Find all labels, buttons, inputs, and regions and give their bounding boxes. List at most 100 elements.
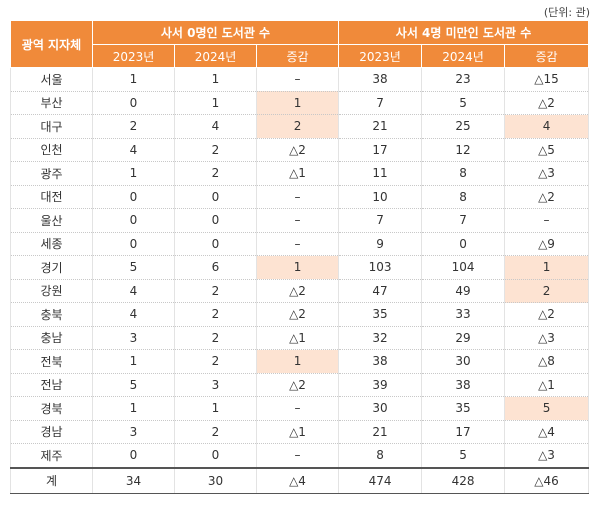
under4-change-cell: △2 — [504, 185, 590, 209]
under4-2023-cell: 38 — [338, 349, 423, 374]
table-row: 경북 1 1–30 35 5 — [10, 396, 590, 421]
zero-2024-cell: 0 — [174, 232, 257, 256]
zero-2024-cell: 6 — [174, 255, 257, 280]
zero-change-cell: 2 — [255, 114, 340, 139]
table-row: 인천 4 2 △2 17 12 △5 — [10, 138, 590, 162]
zero-change-cell: △2 — [255, 279, 340, 303]
zero-2023-cell: 0 — [92, 185, 175, 209]
zero-2023-cell: 0 — [92, 208, 175, 233]
zero-change-cell: △2 — [255, 373, 340, 397]
under4-2023-cell: 103 — [338, 255, 423, 280]
under4-change-cell: 1 — [504, 255, 590, 280]
zero-change-cell: 1 — [255, 91, 340, 115]
zero-change-cell: – — [255, 67, 340, 92]
under4-change-cell: △2 — [504, 302, 590, 327]
table-row: 대전 0 0–10 8 △2 — [10, 185, 590, 209]
under4-change-cell: △3 — [504, 443, 590, 468]
zero-change-cell: △2 — [255, 302, 340, 327]
region-cell: 서울 — [10, 67, 93, 92]
under4-2024-cell: 5 — [421, 443, 506, 468]
region-cell: 인천 — [10, 138, 93, 162]
region-cell: 전남 — [10, 373, 93, 397]
total-a-change: △4 — [255, 466, 340, 494]
zero-change-cell: 1 — [255, 255, 340, 280]
region-cell: 광주 — [10, 161, 93, 186]
zero-2024-cell: 2 — [174, 349, 257, 374]
zero-2023-cell: 1 — [92, 349, 175, 374]
under4-2023-cell: 9 — [338, 232, 423, 256]
table-row: 전북 1 2 1 38 30 △8 — [10, 349, 590, 374]
under4-2024-cell: 49 — [421, 279, 506, 303]
zero-2024-cell: 2 — [174, 302, 257, 327]
under4-2023-cell: 30 — [338, 396, 423, 421]
region-cell: 세종 — [10, 232, 93, 256]
zero-2024-cell: 0 — [174, 185, 257, 209]
header-a-2024: 2024년 — [174, 44, 257, 68]
under4-2024-cell: 29 — [421, 326, 506, 350]
zero-2024-cell: 2 — [174, 279, 257, 303]
under4-2024-cell: 8 — [421, 185, 506, 209]
under4-2024-cell: 8 — [421, 161, 506, 186]
region-cell: 충북 — [10, 302, 93, 327]
region-cell: 울산 — [10, 208, 93, 233]
table-row: 세종 0 0–9 0 △9 — [10, 232, 590, 256]
table-body: 서울 1 1–38 23 △15 부산 0 1 1 7 5 △2 대구 2 4 2 21 25 4 인천 4 2 △2 17 1… — [10, 67, 590, 468]
zero-change-cell: – — [255, 185, 340, 209]
under4-change-cell: 2 — [504, 279, 590, 303]
table-row: 충북 4 2 △2 35 33 △2 — [10, 302, 590, 327]
under4-change-cell: △4 — [504, 420, 590, 444]
under4-change-cell: – — [504, 208, 590, 233]
zero-2024-cell: 2 — [174, 420, 257, 444]
table-row: 서울 1 1–38 23 △15 — [10, 67, 590, 92]
table-row: 부산 0 1 1 7 5 △2 — [10, 91, 590, 115]
zero-2023-cell: 3 — [92, 420, 175, 444]
table-row: 광주 1 2 △1 11 8 △3 — [10, 161, 590, 186]
under4-2024-cell: 104 — [421, 255, 506, 280]
table-row: 제주 0 0–8 5 △3 — [10, 443, 590, 468]
zero-2023-cell: 4 — [92, 302, 175, 327]
region-cell: 경기 — [10, 255, 93, 280]
under4-change-cell: △9 — [504, 232, 590, 256]
under4-2024-cell: 35 — [421, 396, 506, 421]
total-region: 계 — [10, 466, 93, 494]
library-table: 광역 지자체 사서 0명인 도서관 수 사서 4명 미만인 도서관 수 2023… — [10, 20, 590, 494]
region-cell: 전북 — [10, 349, 93, 374]
under4-2024-cell: 5 — [421, 91, 506, 115]
region-cell: 부산 — [10, 91, 93, 115]
zero-change-cell: – — [255, 232, 340, 256]
under4-change-cell: △3 — [504, 161, 590, 186]
zero-2024-cell: 1 — [174, 91, 257, 115]
header-a-change: 증감 — [255, 44, 340, 68]
zero-2024-cell: 2 — [174, 326, 257, 350]
under4-2024-cell: 33 — [421, 302, 506, 327]
total-b-2023: 474 — [338, 466, 423, 494]
under4-2023-cell: 21 — [338, 114, 423, 139]
under4-2024-cell: 30 — [421, 349, 506, 374]
under4-change-cell: △5 — [504, 138, 590, 162]
header-a-2023: 2023년 — [92, 44, 175, 68]
table-row: 대구 2 4 2 21 25 4 — [10, 114, 590, 139]
zero-2023-cell: 5 — [92, 373, 175, 397]
zero-2024-cell: 0 — [174, 208, 257, 233]
zero-2023-cell: 1 — [92, 161, 175, 186]
under4-2023-cell: 10 — [338, 185, 423, 209]
under4-2023-cell: 8 — [338, 443, 423, 468]
region-cell: 대전 — [10, 185, 93, 209]
under4-change-cell: 5 — [504, 396, 590, 421]
table-row: 경기 5 6 1 103 104 1 — [10, 255, 590, 280]
total-b-2024: 428 — [421, 466, 506, 494]
under4-2023-cell: 47 — [338, 279, 423, 303]
total-a-2024: 30 — [174, 466, 257, 494]
total-b-change: △46 — [504, 466, 590, 494]
table-row: 충남 3 2 △1 32 29 △3 — [10, 326, 590, 350]
table-row: 강원 4 2 △2 47 49 2 — [10, 279, 590, 303]
zero-change-cell: – — [255, 208, 340, 233]
total-a-2023: 34 — [92, 466, 175, 494]
under4-2023-cell: 17 — [338, 138, 423, 162]
zero-2024-cell: 4 — [174, 114, 257, 139]
zero-2024-cell: 0 — [174, 443, 257, 468]
under4-change-cell: △1 — [504, 373, 590, 397]
zero-2024-cell: 1 — [174, 396, 257, 421]
under4-2024-cell: 12 — [421, 138, 506, 162]
under4-2024-cell: 17 — [421, 420, 506, 444]
